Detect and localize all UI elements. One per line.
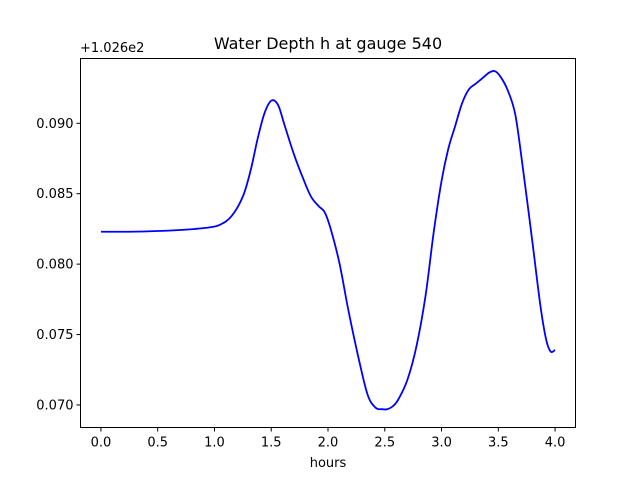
- x-tick-label: 3.5: [488, 436, 509, 451]
- y-tick-label: 0.080: [36, 258, 73, 273]
- y-tick-label: 0.085: [36, 187, 73, 202]
- y-axis: 0.070 0.075 0.080 0.085 0.090: [36, 117, 81, 413]
- x-tick-label: 1.5: [261, 436, 282, 451]
- x-axis-label: hours: [310, 456, 347, 471]
- plot-area: [100, 70, 556, 411]
- x-tick-label: 3.0: [431, 436, 452, 451]
- plot-frame: [80, 58, 576, 428]
- chart-title: Water Depth h at gauge 540: [214, 34, 442, 53]
- y-tick-label: 0.090: [36, 117, 73, 132]
- y-tick-label: 0.075: [36, 328, 73, 343]
- x-tick-label: 4.0: [545, 436, 566, 451]
- x-tick-label: 2.0: [318, 436, 339, 451]
- series-line: [100, 70, 556, 411]
- y-axis-offset-label: +1.026e2: [80, 41, 144, 56]
- x-tick-label: 1.0: [204, 436, 225, 451]
- y-tick-label: 0.070: [36, 398, 73, 413]
- x-tick-label: 0.0: [91, 436, 112, 451]
- x-tick-label: 0.5: [147, 436, 168, 451]
- x-tick-label: 2.5: [374, 436, 395, 451]
- x-axis: 0.0 0.5 1.0 1.5 2.0 2.5 3.0 3.5 4.0: [91, 427, 566, 451]
